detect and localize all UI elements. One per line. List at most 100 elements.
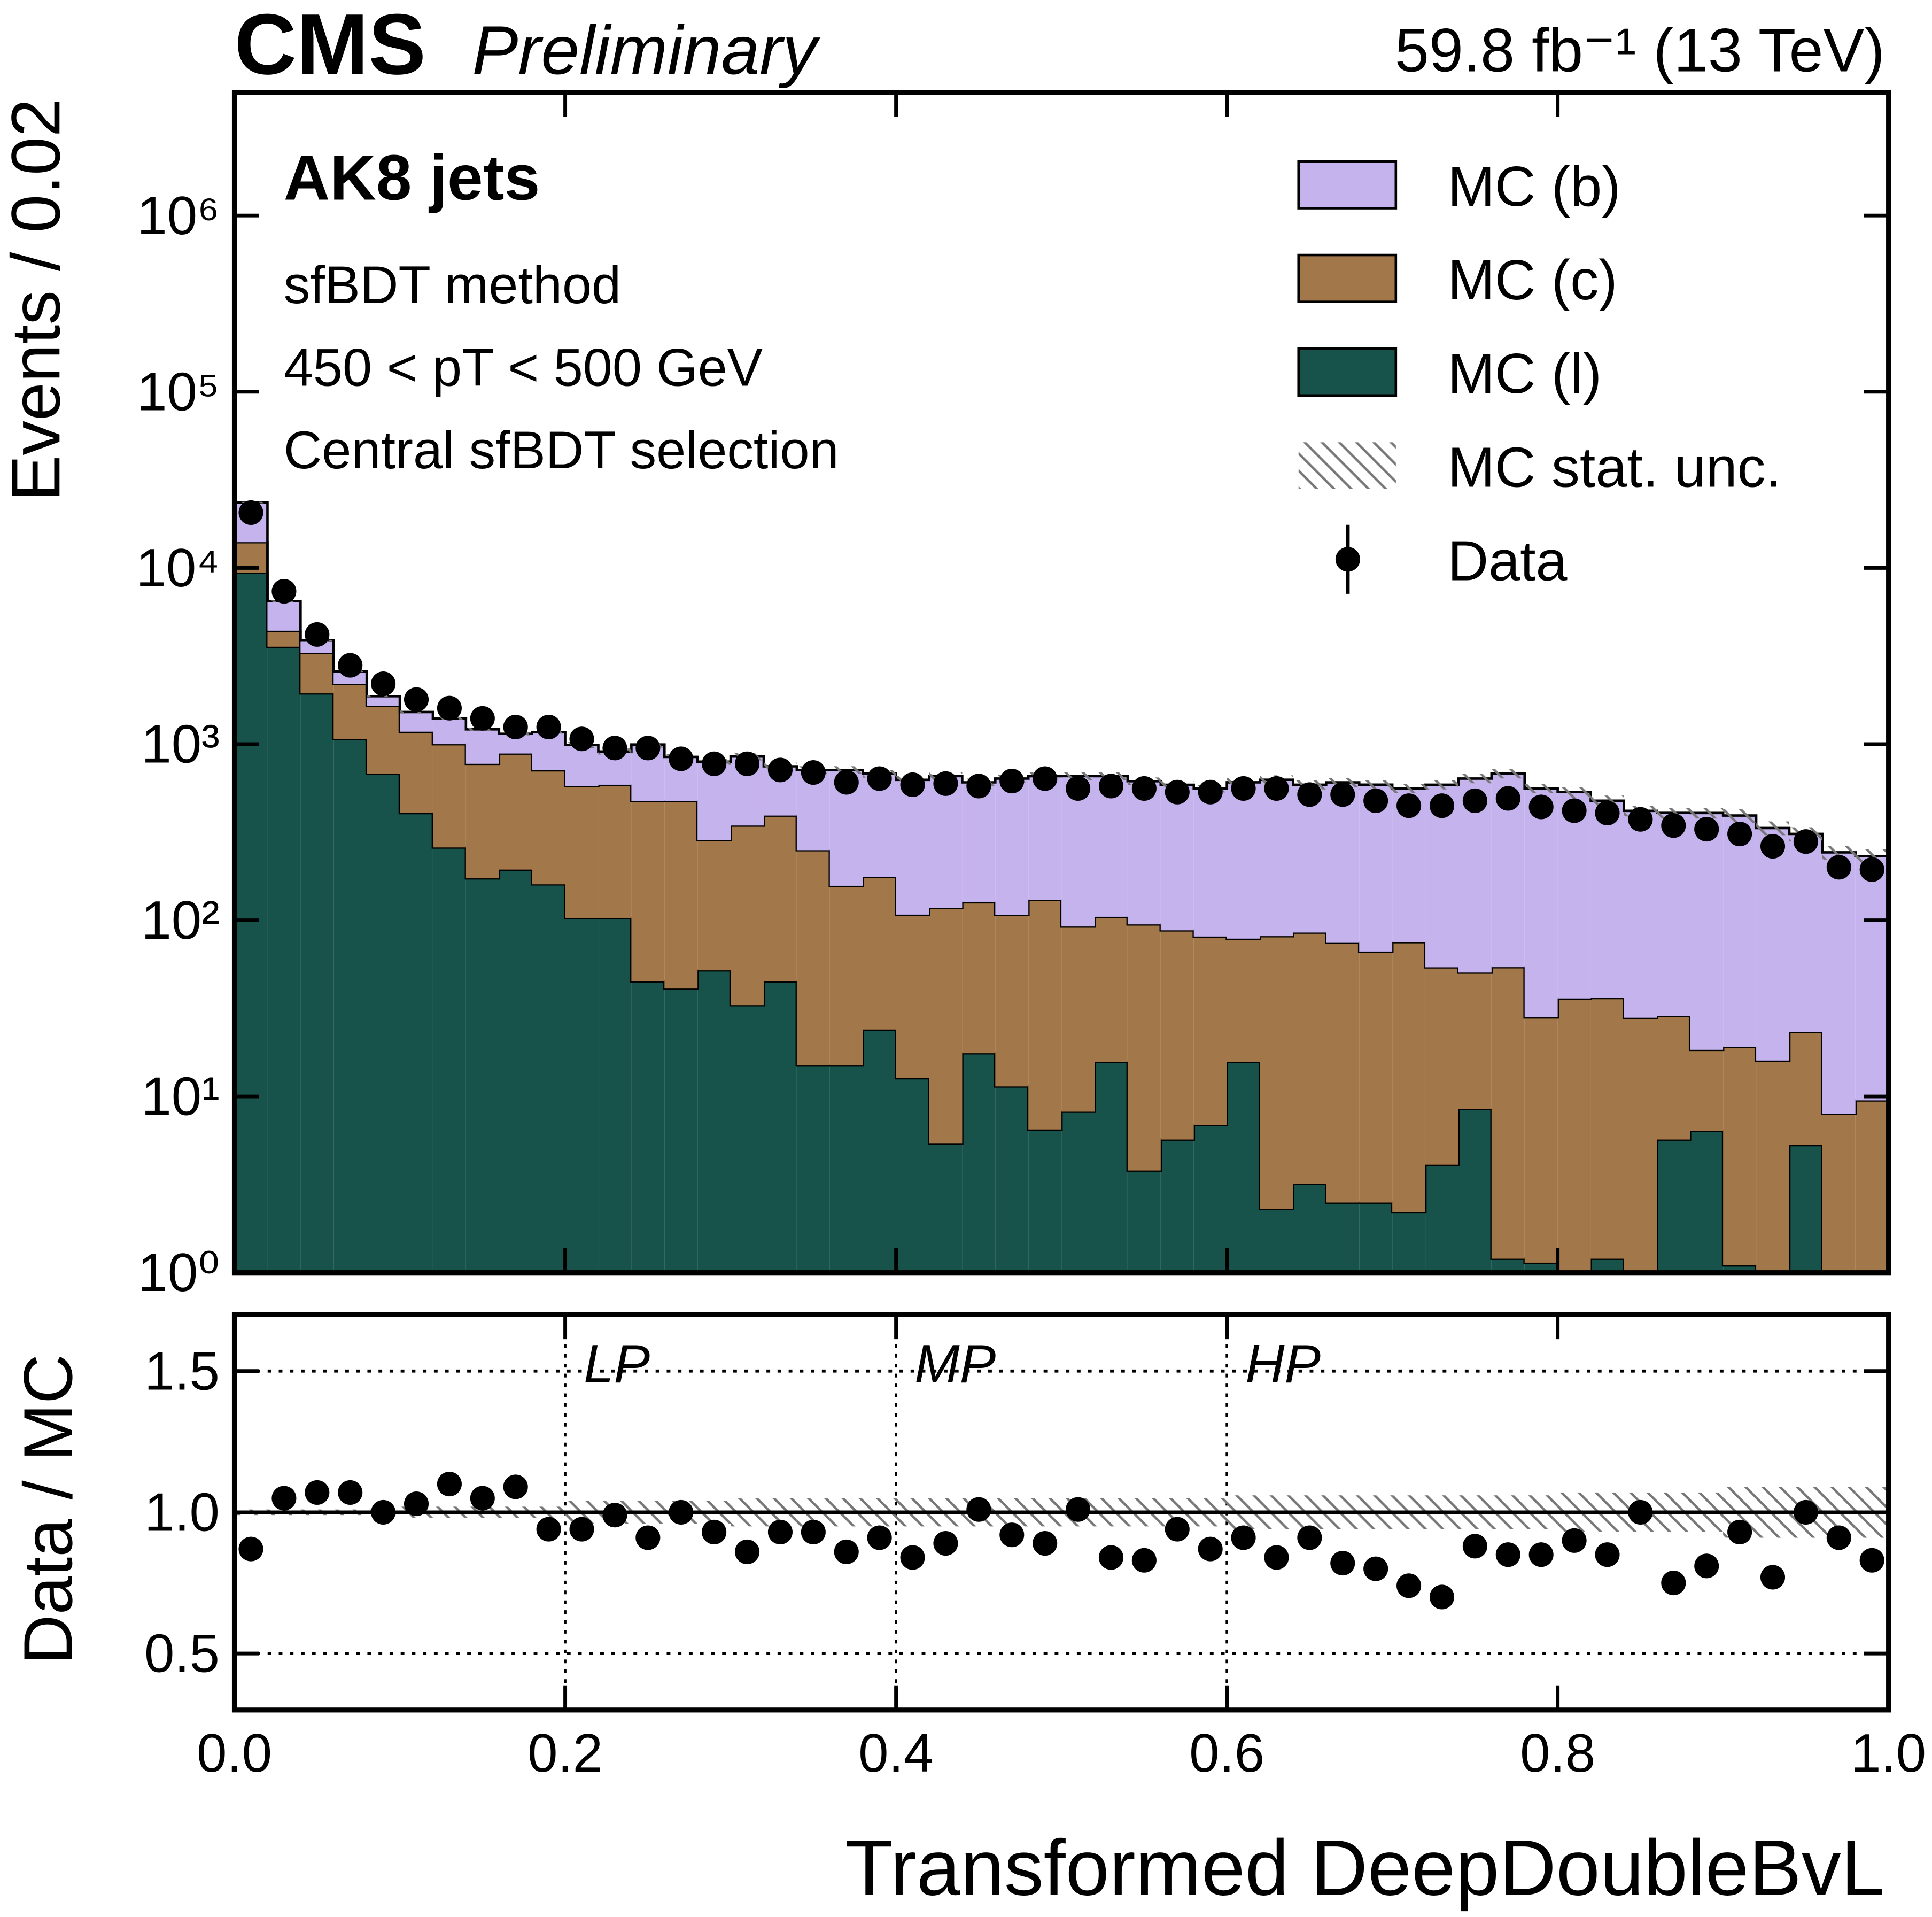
data-point [602, 736, 627, 761]
ratio-point [1396, 1573, 1422, 1598]
bar-segment [962, 782, 996, 902]
bar-segment [1590, 800, 1624, 998]
stat-unc-band [1392, 784, 1426, 793]
bar-segment [962, 902, 996, 1054]
bar-segment [1624, 1017, 1657, 1273]
data-point [1363, 788, 1388, 813]
bar-segment [1557, 792, 1591, 999]
bar-segment [367, 706, 400, 774]
bar-segment [631, 981, 665, 1273]
data-point [1429, 793, 1455, 818]
y-tick-label: 10⁰ [137, 1242, 219, 1303]
ratio-point [1826, 1525, 1851, 1550]
data-point [767, 757, 793, 783]
lumi: 59.8 fb⁻¹ (13 TeV) [1395, 17, 1885, 85]
data-point [1033, 766, 1058, 791]
ratio-point [1066, 1497, 1091, 1522]
ratio-point [1297, 1525, 1322, 1550]
legend-swatch [1297, 160, 1398, 210]
y-tick-label: 10² [141, 890, 220, 950]
data-point [1793, 829, 1818, 854]
bar-segment [465, 763, 499, 879]
bar-segment [499, 869, 532, 1273]
data-point [1694, 817, 1719, 842]
bar-segment [896, 779, 929, 915]
ratio-y-tick-label: 1.0 [144, 1482, 220, 1542]
bar-segment [995, 778, 1029, 915]
ratio-point [1033, 1531, 1058, 1556]
tag: Preliminary [472, 12, 821, 89]
annotation: sfBDT method [284, 255, 621, 314]
bar-segment [1657, 1139, 1690, 1273]
legend-swatch [1298, 442, 1396, 489]
data-point [1131, 776, 1157, 801]
data-point [702, 751, 727, 776]
ratio-point [966, 1497, 991, 1522]
data-point [1198, 779, 1223, 805]
ratio-point [1131, 1548, 1157, 1573]
ratio-point [1198, 1536, 1223, 1562]
ratio-point [669, 1499, 694, 1525]
bar-segment [565, 918, 599, 1273]
stat-unc-band [1557, 787, 1591, 798]
ratio-point [834, 1539, 859, 1564]
ratio-point [1760, 1565, 1786, 1590]
legend-label: MC (b) [1448, 155, 1621, 218]
bar-segment [400, 712, 433, 732]
bar-segment [1193, 936, 1227, 1125]
data-point [1264, 776, 1289, 801]
bar-segment [1458, 1109, 1492, 1273]
bar-segment [267, 601, 301, 631]
data-point [470, 706, 495, 731]
bar-segment [1160, 930, 1194, 1140]
bar-segment [1127, 924, 1161, 1171]
ratio-point [238, 1536, 263, 1562]
bar-segment [1723, 815, 1757, 1047]
bar-segment [465, 878, 499, 1273]
bar-segment [1690, 1049, 1724, 1131]
bar-segment [1326, 1202, 1360, 1273]
bar-segment [1855, 1100, 1889, 1273]
bar-segment [929, 908, 963, 1144]
x-tick-label: 0.6 [1189, 1723, 1264, 1783]
bar-segment [929, 776, 963, 908]
bar-segment [1359, 1202, 1393, 1273]
bar-segment [1425, 967, 1458, 1165]
bar-segment [664, 988, 698, 1273]
bar-segment [1127, 1170, 1161, 1273]
data-point [1495, 786, 1520, 811]
data-point [1396, 793, 1422, 818]
bar-segment [432, 847, 466, 1273]
bar-segment [731, 825, 764, 1006]
bar-segment [367, 774, 400, 1273]
bar-segment [1193, 788, 1227, 937]
bar-segment [300, 653, 334, 694]
data-point [933, 771, 958, 796]
ratio-point [1727, 1519, 1752, 1544]
bar-segment [1359, 951, 1393, 1203]
legend-swatch [1297, 347, 1398, 397]
bar-segment [432, 744, 466, 848]
bar-segment [598, 784, 632, 918]
bar-segment [1756, 828, 1789, 1061]
bar-segment [234, 573, 268, 1273]
bar-segment [1028, 900, 1062, 1130]
bar-segment [1590, 998, 1624, 1259]
ratio-point [1429, 1584, 1455, 1610]
ratio-point [734, 1539, 760, 1564]
data-point [371, 671, 396, 697]
bar-segment [863, 1029, 896, 1273]
ratio-point [536, 1517, 561, 1542]
bar-segment [1061, 776, 1095, 927]
ratio-point [338, 1480, 363, 1505]
bar-segment [1690, 813, 1724, 1050]
bar-segment [499, 753, 532, 870]
ratio-point [933, 1531, 958, 1556]
stat-unc-band [1458, 774, 1492, 784]
bar-segment [1657, 1016, 1690, 1140]
bar-segment [1557, 998, 1591, 1273]
bar-segment [1524, 1017, 1558, 1263]
legend-label: Data [1448, 529, 1568, 592]
data-point [1727, 821, 1752, 847]
ratio-y-axis-label: Data / MC [10, 1354, 87, 1665]
